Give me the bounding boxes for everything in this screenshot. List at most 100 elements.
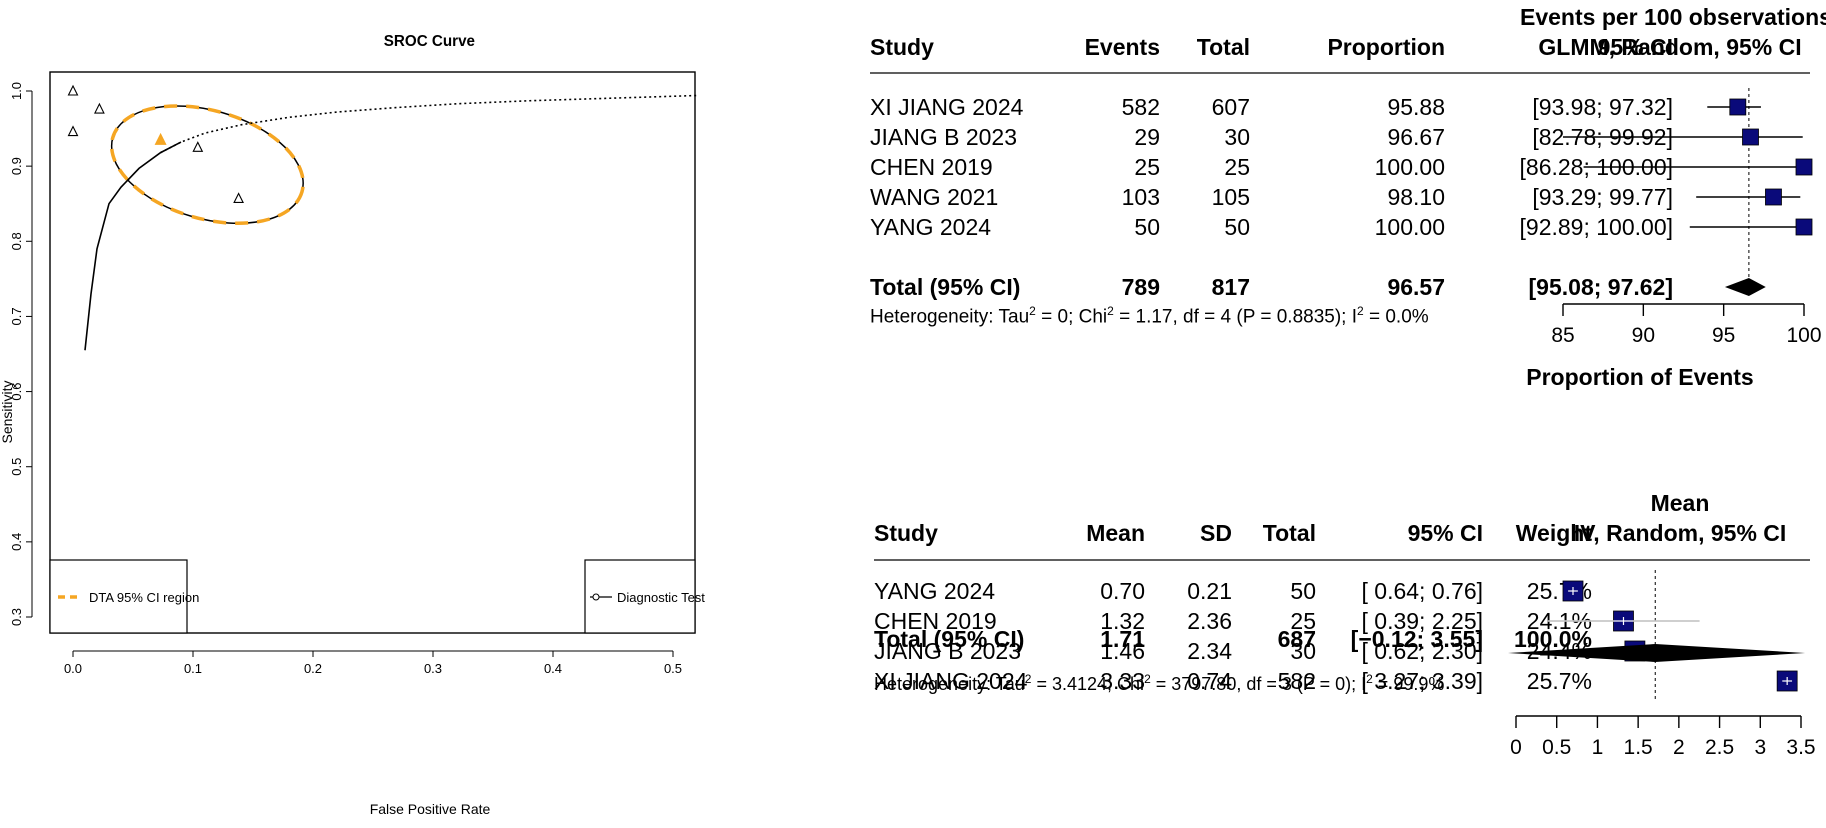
forest-bottom-plot: 0 0.5 1 1.5 2 2.5 3 3.5 xyxy=(874,559,1816,759)
study-square xyxy=(1795,218,1813,236)
cell-total: 30 xyxy=(1224,124,1250,150)
x-tick-label: 3.5 xyxy=(1786,736,1815,759)
cell-ci: [ 0.62; 2.30] xyxy=(1361,638,1483,664)
cell-proportion: 95.88 xyxy=(1387,94,1445,120)
cell-mean: 0.70 xyxy=(1100,578,1145,604)
cell-sd: 0.74 xyxy=(1187,668,1232,694)
het-p: 0 xyxy=(1335,674,1346,694)
het-df: 3 xyxy=(1281,674,1292,694)
x-tick-label: 100 xyxy=(1786,324,1821,347)
total-events: 789 xyxy=(1121,274,1160,300)
x-tick-label: 0.2 xyxy=(304,661,322,676)
col-header-proportion: Proportion xyxy=(1327,34,1445,60)
cell-events: 582 xyxy=(1121,94,1160,120)
study-square xyxy=(1729,98,1747,116)
y-tick-label: 1.0 xyxy=(9,82,24,100)
sroc-points xyxy=(67,84,244,204)
summary-diamond xyxy=(1508,644,1806,662)
cell-weight: 25.7% xyxy=(1526,668,1592,694)
cell-study: YANG 2024 xyxy=(874,578,996,604)
cell-proportion: 100.00 xyxy=(1374,214,1445,240)
cell-sd: 2.36 xyxy=(1187,608,1232,634)
study-square xyxy=(1742,128,1759,146)
cell-events: 103 xyxy=(1121,184,1160,210)
sroc-curve-dotted xyxy=(160,94,698,154)
col-header-total: Total xyxy=(1262,520,1316,546)
het-tau2: 0 xyxy=(1057,306,1069,328)
forest-plot-proportion: Study Events Total Proportion 95% CI Eve… xyxy=(850,0,1826,400)
cell-mean: 1.46 xyxy=(1100,638,1145,664)
het-p: 0.8835 xyxy=(1276,306,1335,328)
sroc-legends: DTA 95% CI region Diagnostic Test xyxy=(49,559,705,634)
y-tick-label: 0.8 xyxy=(9,232,24,250)
col-header-total: Total xyxy=(1196,34,1250,60)
x-tick-label: 0.5 xyxy=(664,661,682,676)
sroc-axes: 0.0 0.1 0.2 0.3 0.4 0.5 0.3 0.4 0.5 0.6 0.7 0.8 0.9 1… xyxy=(9,82,682,676)
cell-ci: [ 3.27; 3.39] xyxy=(1361,668,1483,694)
x-tick-label: 2.5 xyxy=(1705,736,1734,759)
het-chi2: 1.17 xyxy=(1135,306,1173,328)
y-tick-label: 0.3 xyxy=(9,608,24,626)
y-tick-label: 0.6 xyxy=(9,383,24,401)
cell-total: 25 xyxy=(1224,154,1250,180)
forest-top-xlabel: Proportion of Events xyxy=(1526,364,1754,390)
het-i2: 99.9% xyxy=(1393,674,1445,694)
cell-sd: 0.21 xyxy=(1187,578,1232,604)
cell-total: 582 xyxy=(1277,668,1316,694)
plot-header-line1: Mean xyxy=(1650,490,1710,516)
study-square xyxy=(1795,158,1813,176)
x-tick-label: 0 xyxy=(1510,736,1522,759)
ci-ellipse-outline xyxy=(110,105,304,225)
x-tick-label: 3 xyxy=(1754,736,1766,759)
col-header-sd: SD xyxy=(1200,520,1232,546)
het-df: 4 xyxy=(1220,306,1232,328)
x-tick-label: 2 xyxy=(1673,736,1685,759)
x-tick-label: 0.1 xyxy=(184,661,202,676)
cell-study: YANG 2024 xyxy=(870,214,992,240)
total-study: Total (95% CI) xyxy=(874,626,1025,652)
cell-mean: 3.33 xyxy=(1100,668,1145,694)
cell-study: XI JIANG 2024 xyxy=(874,668,1028,694)
sroc-curve xyxy=(84,94,698,351)
sroc-title: SROC Curve xyxy=(384,33,475,50)
x-tick-label: 0.4 xyxy=(544,661,562,676)
cell-total: 607 xyxy=(1211,94,1250,120)
col-header-study: Study xyxy=(870,34,934,60)
total-total: 817 xyxy=(1211,274,1250,300)
study-square xyxy=(1765,188,1782,206)
plot-header-line1: Events per 100 observations xyxy=(1520,4,1826,30)
cell-ci: [ 0.64; 0.76] xyxy=(1361,578,1483,604)
cell-ci: [92.89; 100.00] xyxy=(1519,214,1673,240)
study-point xyxy=(67,125,79,137)
y-tick-label: 0.9 xyxy=(9,157,24,175)
cell-events: 25 xyxy=(1134,154,1160,180)
x-tick-label: 85 xyxy=(1551,324,1574,347)
cell-proportion: 100.00 xyxy=(1374,154,1445,180)
total-proportion: 96.57 xyxy=(1387,274,1445,300)
legend-label-ci: DTA 95% CI region xyxy=(89,590,199,605)
sroc-chart: SROC Curve 0.0 0.1 0.2 0.3 0.4 0.50.30.40.50.… xyxy=(0,33,705,817)
cell-ci: [93.98; 97.32] xyxy=(1532,94,1673,120)
cell-study: WANG 2021 xyxy=(870,184,999,210)
col-header-ci: 95% CI xyxy=(1597,34,1673,60)
total-ci: [95.08; 97.62] xyxy=(1528,274,1673,300)
cell-events: 29 xyxy=(1134,124,1160,150)
study-point xyxy=(94,102,105,114)
cell-sd: 2.34 xyxy=(1187,638,1232,664)
cell-mean: 1.32 xyxy=(1100,608,1145,634)
total-mean: 1.71 xyxy=(1100,626,1145,652)
cell-total: 50 xyxy=(1290,578,1316,604)
plot-header-line2: GLMM, Random, 95% CI xyxy=(1538,34,1802,60)
cell-total: 105 xyxy=(1211,184,1250,210)
cell-proportion: 96.67 xyxy=(1387,124,1445,150)
col-header-study: Study xyxy=(874,520,938,546)
het-i2: 0.0% xyxy=(1385,306,1429,328)
x-tick-label: 0.0 xyxy=(64,661,82,676)
heterogeneity-text: Heterogeneity: Tau2 = 0; Chi2 = 1.17, df… xyxy=(870,304,1429,328)
x-tick-label: 0.5 xyxy=(1542,736,1571,759)
cell-ci: [ 0.39; 2.25] xyxy=(1361,608,1483,634)
total-study: Total (95% CI) xyxy=(870,274,1021,300)
x-tick-label: 1 xyxy=(1592,736,1604,759)
plot-box xyxy=(49,71,696,634)
forest-plot-mean: Study Mean SD Total 95% CI Weight Mean I… xyxy=(850,486,1826,828)
